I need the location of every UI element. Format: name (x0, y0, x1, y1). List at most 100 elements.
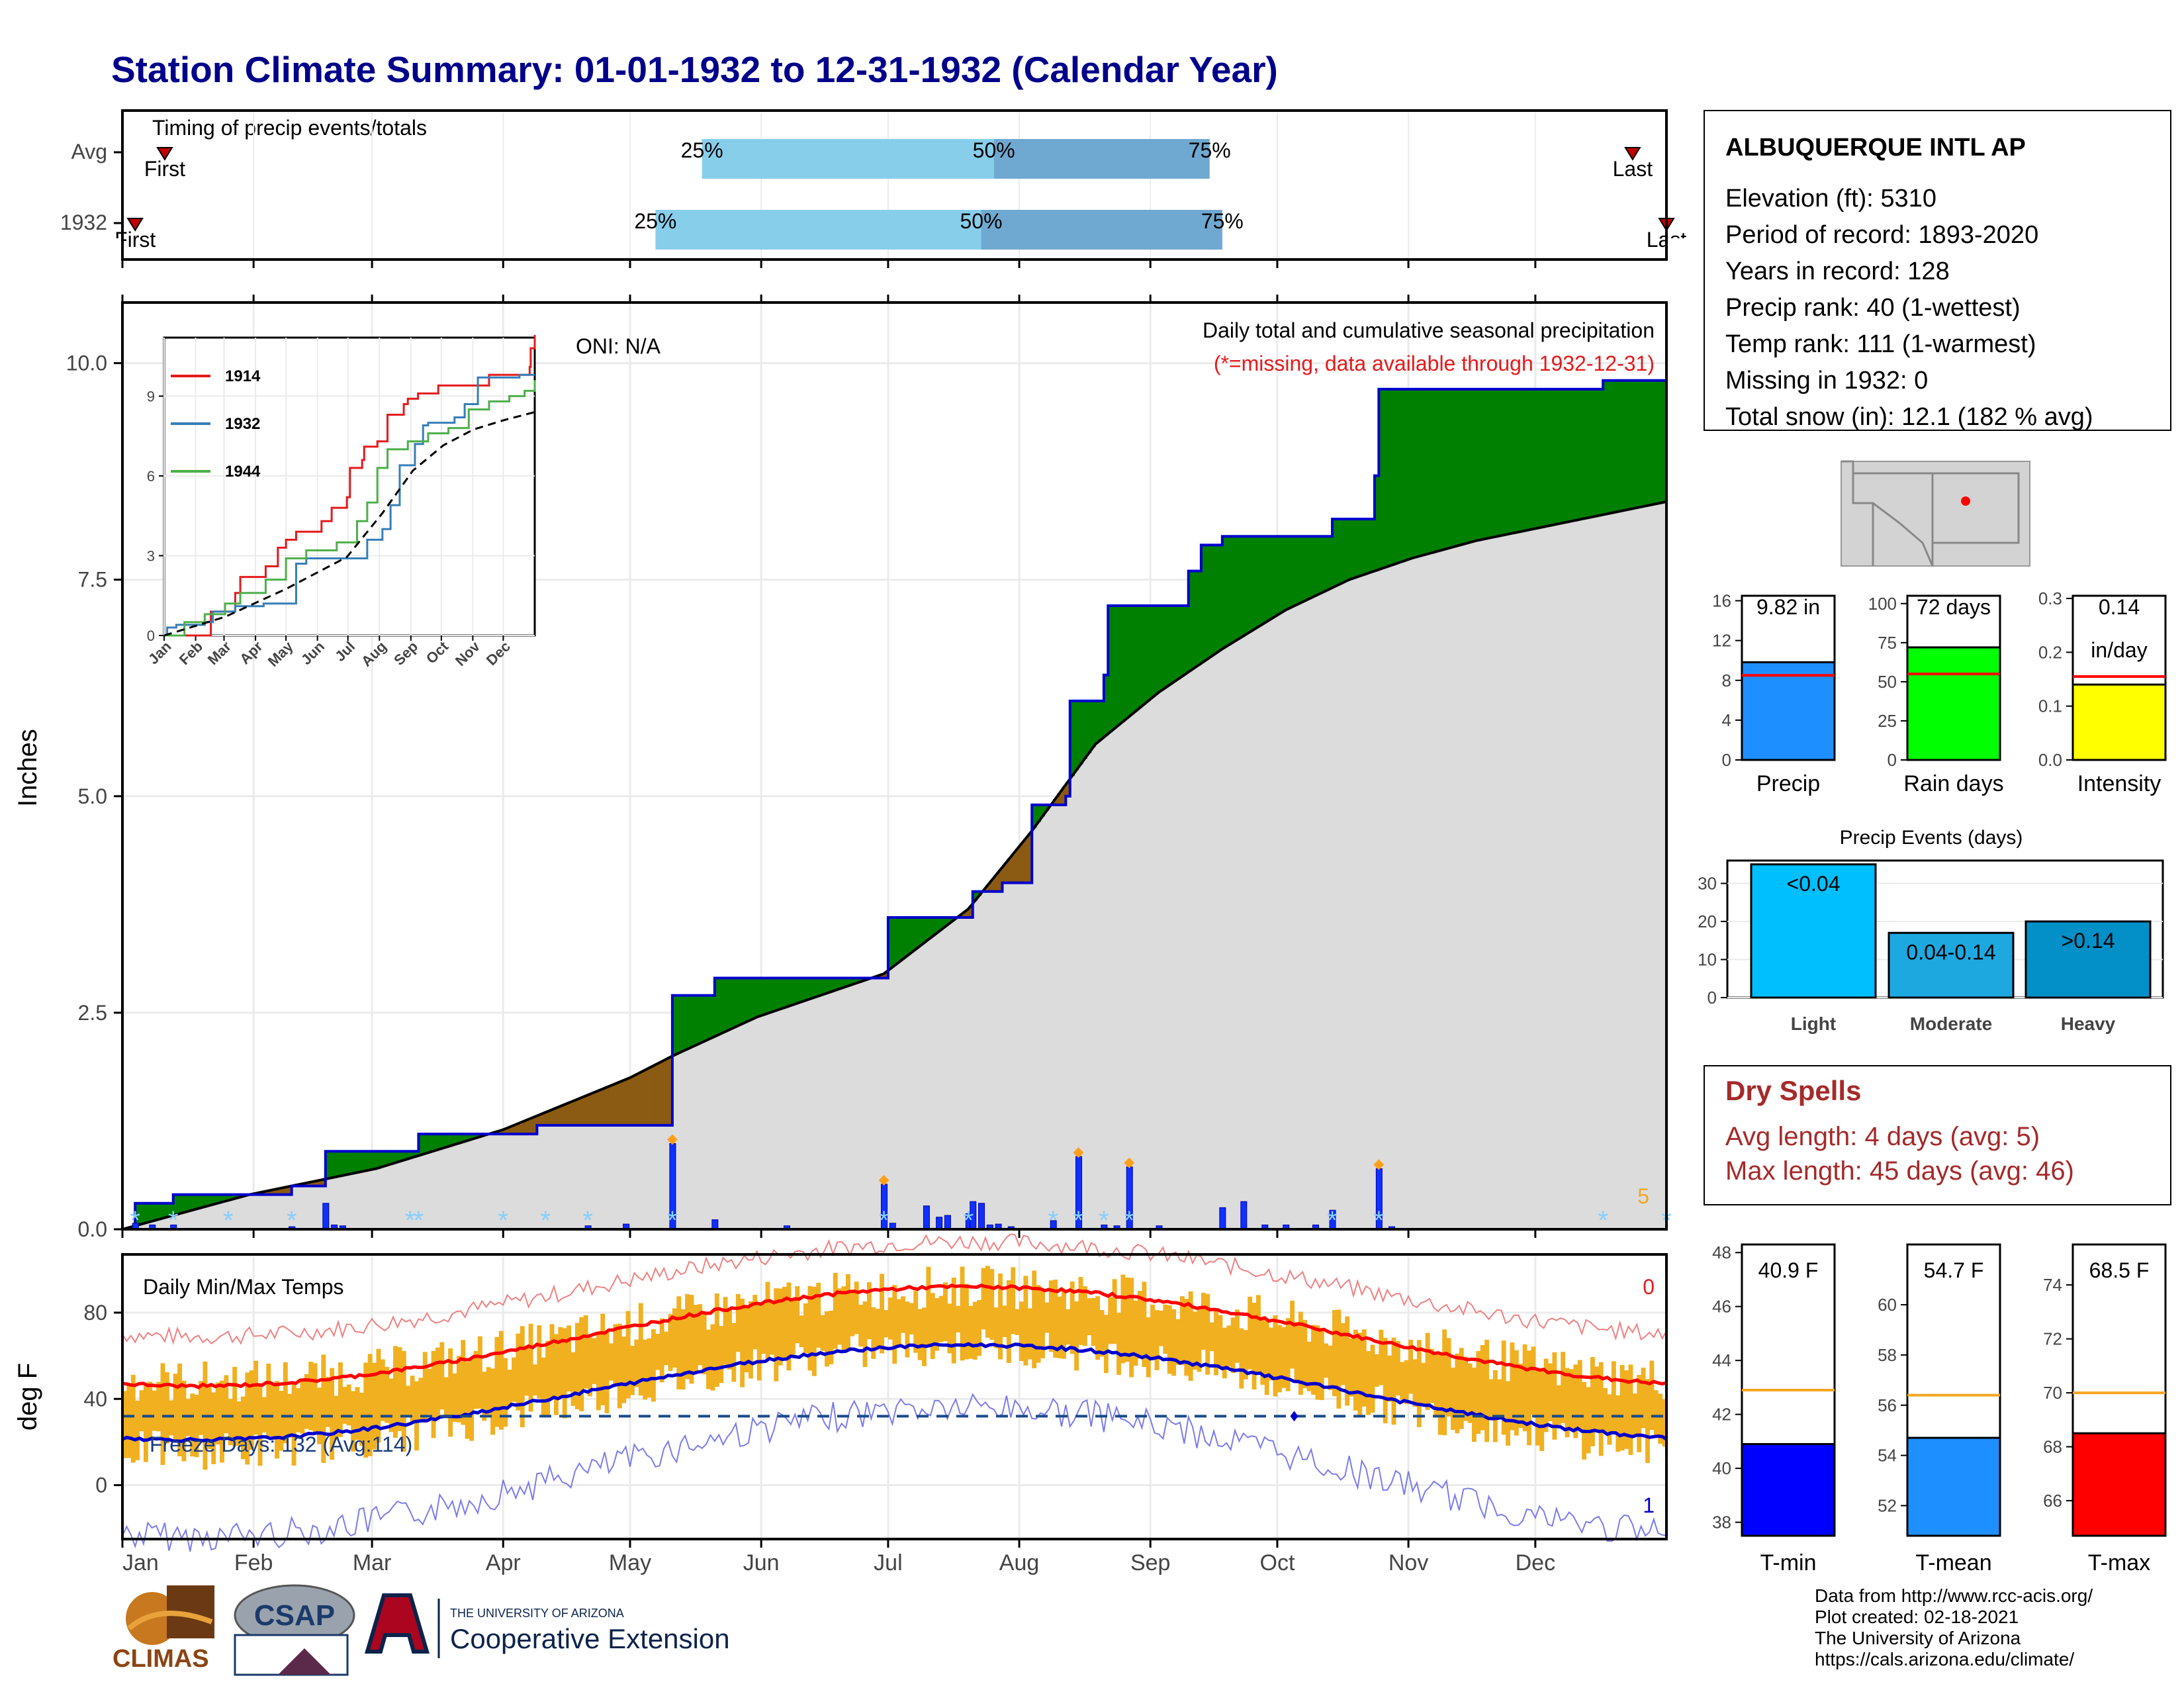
precip-deficit-fill (570, 1101, 576, 1125)
precip-surplus-fill (799, 978, 804, 1002)
daily-temp-bar (520, 1326, 525, 1428)
daily-temp-bar (1366, 1351, 1371, 1415)
precip-surplus-fill (1430, 389, 1435, 553)
precip-surplus-fill (1345, 519, 1350, 581)
daily-temp-bar (748, 1301, 753, 1379)
precip-surplus-fill (922, 917, 927, 943)
daily-temp-bar (600, 1313, 606, 1405)
footer: Data from http://www.rcc-acis.org/Plot c… (113, 1584, 2093, 1676)
precip-surplus-fill (185, 1194, 191, 1211)
inset-y-tick-label: 6 (147, 468, 155, 485)
precip-surplus-fill (372, 1151, 377, 1170)
precip-surplus-fill (672, 995, 677, 1055)
daily-temp-bar (735, 1293, 741, 1352)
precip-surplus-fill (1531, 389, 1536, 530)
daily-temp-bar (422, 1352, 428, 1423)
daily-temp-bar (1653, 1390, 1659, 1436)
precip-deficit-fill (643, 1070, 648, 1125)
precip-surplus-fill (1383, 389, 1388, 568)
precip-surplus-fill (1611, 380, 1616, 513)
precip-event-category: Moderate (1910, 1013, 1992, 1034)
daily-temp-bar (1552, 1352, 1557, 1440)
precip-surplus-fill (1522, 389, 1527, 531)
daily-precip-bar (923, 1205, 930, 1230)
summary-bar-value: 0.14 (2099, 595, 2140, 619)
daily-temp-bar (160, 1363, 165, 1466)
daily-temp-bar (1146, 1317, 1151, 1378)
daily-temp-bar (173, 1374, 178, 1442)
daily-temp-bar (917, 1309, 923, 1360)
daily-temp-bar (372, 1362, 377, 1450)
daily-temp-bar (482, 1372, 487, 1421)
daily-temp-bar (1349, 1338, 1354, 1397)
precip-deficit-fill (655, 1063, 660, 1125)
daily-temp-bar (164, 1372, 169, 1444)
precip-surplus-fill (719, 978, 724, 1034)
dry-spells-title: Dry Spells (1725, 1075, 1861, 1106)
precip-surplus-fill (1146, 605, 1151, 701)
daily-temp-bar (1319, 1328, 1324, 1400)
daily-temp-bar (1336, 1309, 1342, 1409)
precip-surplus-fill (1425, 389, 1430, 554)
precip-surplus-fill (1205, 545, 1210, 659)
precip-deficit-fill (621, 1080, 627, 1125)
daily-temp-bar (418, 1378, 424, 1421)
precip-surplus-fill (351, 1151, 356, 1174)
precip-surplus-fill (1044, 804, 1050, 811)
daily-temp-bar (270, 1384, 275, 1438)
precip-surplus-fill (410, 1151, 415, 1158)
temp-y-tick-label: 80 (83, 1301, 107, 1325)
daily-temp-bar (922, 1307, 927, 1366)
daily-temp-bar (1607, 1394, 1612, 1445)
daily-temp-bar (1497, 1379, 1502, 1417)
precip-surplus-fill (1467, 389, 1473, 543)
precip-surplus-fill (1353, 519, 1358, 578)
average-cumulative-line (122, 500, 1667, 1231)
precip-surplus-fill (1336, 519, 1342, 585)
daily-temp-bar (1649, 1360, 1655, 1430)
daily-temp-bar (1430, 1348, 1434, 1403)
precip-surplus-fill (1582, 389, 1587, 519)
precip-surplus-fill (1116, 605, 1122, 726)
daily-temp-bar (1243, 1330, 1248, 1380)
precip-deficit-fill (968, 906, 974, 917)
dry-spells-max: Max length: 45 days (avg: 46) (1725, 1156, 2074, 1186)
station-info: ALBUQUERQUE INTL AP Elevation (ft): 5310… (1704, 110, 2171, 431)
precip-deficit-fill (993, 874, 999, 892)
precip-deficit-fill (1019, 843, 1024, 883)
station-info-line: Missing in 1932: 0 (1725, 367, 1928, 395)
precip-deficit-fill (1015, 849, 1020, 883)
daily-temp-bar (507, 1370, 512, 1408)
precip-surplus-fill (1637, 380, 1642, 508)
precip-surplus-fill (388, 1151, 394, 1164)
daily-temp-bar (816, 1282, 821, 1348)
precip-surplus-fill (1332, 519, 1338, 587)
precip-surplus-fill (1142, 605, 1147, 705)
daily-temp-bar (1645, 1379, 1650, 1464)
daily-temp-bar (604, 1331, 610, 1413)
precip-surplus-fill (1069, 700, 1075, 776)
timing-pct-25: 25% (634, 209, 676, 233)
daily-temp-bar (1053, 1280, 1058, 1358)
daily-temp-bar (1255, 1295, 1261, 1374)
precip-surplus-fill (934, 917, 940, 933)
precip-surplus-fill (346, 1151, 351, 1174)
daily-temp-bar (304, 1374, 309, 1429)
daily-temp-bar (825, 1311, 829, 1367)
daily-temp-bar (261, 1397, 267, 1432)
daily-temp-bar (367, 1354, 373, 1456)
daily-temp-bar (647, 1338, 652, 1398)
precip-surplus-fill (406, 1151, 411, 1159)
precip-surplus-fill (1201, 545, 1206, 662)
daily-temp-bar (1251, 1303, 1257, 1389)
daily-temp-bar (1569, 1369, 1574, 1429)
precip-surplus-fill (338, 1151, 343, 1176)
precip-surplus-fill (714, 978, 719, 1036)
daily-temp-bar (169, 1400, 174, 1436)
daily-temp-bar (1476, 1350, 1481, 1434)
precip-deficit-fill (317, 1180, 322, 1186)
temp-bar-tick-label: 70 (2043, 1383, 2062, 1403)
temp-bar-T-mean (1906, 1436, 2001, 1537)
daily-temp-bar (1218, 1315, 1223, 1368)
daily-temp-bar (1019, 1301, 1024, 1362)
